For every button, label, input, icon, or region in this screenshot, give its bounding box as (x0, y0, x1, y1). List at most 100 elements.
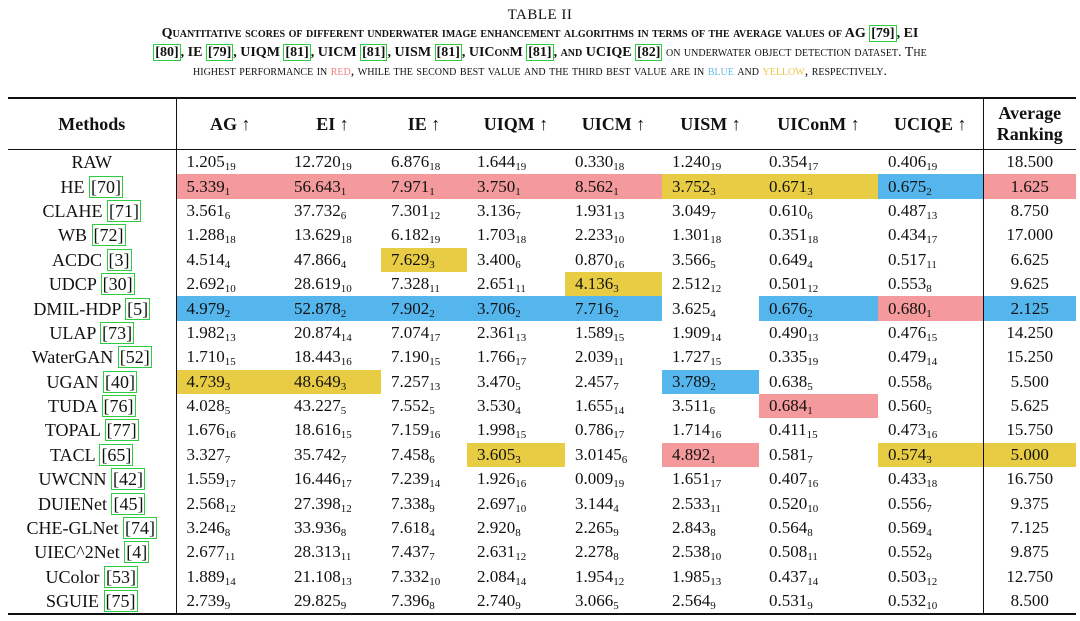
citation-link[interactable]: [72] (91, 224, 126, 247)
caption-blue-word: blue (707, 64, 734, 79)
citation-link[interactable]: [53] (104, 565, 138, 588)
citation-link[interactable]: [73] (100, 321, 135, 344)
score-cell: 3.5304 (477, 396, 521, 418)
score-cell: 0.5817 (769, 444, 813, 466)
citation-link[interactable]: [42] (111, 468, 145, 491)
citation-link[interactable]: [79] (205, 44, 234, 61)
score-cell: 0.6762 (759, 296, 878, 321)
method-name: CHE-GLNet [74] (26, 517, 157, 540)
score-cell: 1.95412 (575, 566, 625, 588)
score-cell: 7.15916 (391, 420, 441, 442)
average-ranking-cell: 9.375 (982, 491, 1076, 516)
score-cell: 0.47615 (888, 322, 938, 344)
score-cell: 1.76617 (477, 347, 527, 369)
score-cell: 3.01456 (575, 444, 628, 466)
score-cell: 0.41115 (769, 420, 818, 442)
score-cell: 0.5648 (769, 518, 813, 540)
score-cell: 1.90914 (672, 322, 722, 344)
table-row: TOPAL [77] 1.67616 18.61615 7.15916 1.99815 0… (8, 418, 1076, 443)
score-cell: 0.5529 (888, 542, 932, 564)
table-row: RAW 1.20519 12.72019 6.87618 1.64419 0.33018 1… (8, 149, 1076, 175)
col-uicm: UICM ↑ (565, 97, 662, 150)
score-cell: 0.40619 (888, 152, 938, 174)
citation-link[interactable]: [81] (434, 44, 462, 61)
citation-link[interactable]: [40] (103, 370, 137, 393)
col-ie: IE ↑ (381, 97, 467, 150)
score-cell: 1.58915 (575, 322, 625, 344)
score-cell: 7.6293 (381, 247, 467, 272)
score-cell: 3.5616 (175, 198, 284, 224)
average-ranking-cell: 17.000 (982, 223, 1076, 248)
score-cell: 7.30112 (391, 200, 441, 222)
average-ranking-cell: 7.125 (982, 515, 1076, 541)
score-cell: 2.7409 (467, 589, 565, 616)
citation-link[interactable]: [3] (106, 248, 132, 271)
score-cell: 2.56812 (175, 491, 284, 516)
average-ranking-cell: 15.250 (982, 345, 1076, 370)
citation-link[interactable]: [5] (125, 297, 151, 320)
average-ranking-cell: 8.500 (982, 589, 1076, 616)
col-ei: EI ↑ (284, 97, 381, 150)
score-cell: 0.87016 (575, 249, 625, 271)
citation-link[interactable]: [65] (99, 443, 134, 466)
score-cell: 1.92616 (477, 469, 527, 491)
score-cell: 0.6385 (769, 371, 813, 393)
score-cell: 13.62918 (294, 225, 352, 247)
score-cell: 1.55917 (175, 467, 284, 492)
citation-link[interactable]: [79] (869, 25, 897, 42)
score-cell: 2.2788 (575, 542, 619, 564)
citation-link[interactable]: [77] (104, 419, 139, 442)
citation-link[interactable]: [30] (100, 273, 135, 296)
citation-link[interactable]: [4] (124, 541, 150, 564)
score-cell: 3.7062 (467, 296, 565, 321)
method-name: WB [72] (58, 224, 126, 247)
citation-link[interactable]: [81] (526, 44, 554, 61)
col-uiconm: UIConM ↑ (759, 97, 878, 150)
table-body: RAW 1.20519 12.72019 6.87618 1.64419 0.33018 1… (8, 149, 1076, 616)
score-cell: 4.7393 (175, 369, 284, 394)
method-name: CLAHE [71] (42, 199, 141, 222)
score-cell: 2.63112 (477, 542, 527, 564)
average-ranking-cell: 9.625 (982, 271, 1076, 297)
citation-link[interactable]: [76] (101, 395, 136, 418)
citation-link[interactable]: [80] (153, 44, 181, 61)
citation-link[interactable]: [81] (360, 44, 388, 61)
score-cell: 4.9792 (175, 296, 284, 321)
score-cell: 2.7399 (175, 589, 284, 616)
citation-link[interactable]: [45] (111, 492, 146, 515)
score-cell: 1.71416 (672, 420, 722, 442)
score-cell: 1.72715 (672, 347, 722, 369)
citation-link[interactable]: [52] (117, 346, 152, 369)
score-cell: 0.35118 (769, 225, 819, 247)
score-cell: 7.9022 (381, 296, 467, 321)
score-cell: 0.5567 (888, 493, 932, 515)
citation-link[interactable]: [70] (89, 175, 123, 198)
score-cell: 7.7162 (565, 296, 662, 321)
score-cell: 7.33210 (391, 566, 441, 588)
score-cell: 0.52010 (769, 493, 819, 515)
citation-link[interactable]: [81] (283, 44, 311, 61)
average-ranking-cell: 5.000 (982, 442, 1076, 468)
table-row: TACL [65] 3.3277 35.7427 7.4586 3.6053 3.0145… (8, 442, 1076, 468)
score-cell: 1.30118 (672, 225, 722, 247)
table-row: SGUIE [75] 2.7399 29.8259 7.3968 2.7409 3.066… (8, 589, 1076, 616)
score-cell: 2.2659 (575, 518, 619, 540)
score-cell: 0.6106 (769, 200, 813, 222)
citation-link[interactable]: [75] (103, 590, 138, 613)
score-cell: 0.47316 (888, 420, 938, 442)
score-cell: 0.5694 (888, 518, 932, 540)
score-cell: 6.87618 (391, 152, 441, 174)
citation-link[interactable]: [82] (635, 44, 663, 61)
citation-link[interactable]: [74] (122, 517, 157, 540)
score-cell: 7.4586 (391, 444, 435, 466)
table-row: UWCNN [42] 1.55917 16.44617 7.23914 1.92616 0… (8, 467, 1076, 492)
score-cell: 7.23914 (391, 469, 441, 491)
score-cell: 7.25713 (391, 371, 441, 393)
score-cell: 7.9711 (381, 174, 467, 199)
citation-link[interactable]: [71] (107, 199, 141, 222)
score-cell: 29.8259 (284, 589, 381, 616)
score-cell: 0.35417 (769, 152, 819, 174)
method-name: UDCP [30] (48, 273, 135, 296)
score-cell: 33.9368 (294, 518, 347, 540)
score-cell: 0.5538 (888, 274, 932, 296)
